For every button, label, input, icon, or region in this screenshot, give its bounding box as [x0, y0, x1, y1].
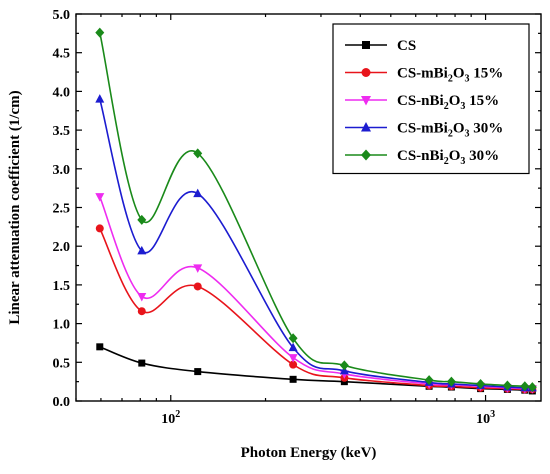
legend-marker: [361, 122, 371, 132]
data-point: [95, 94, 105, 103]
x-tick-label: 102: [161, 409, 180, 427]
data-point: [137, 293, 147, 302]
data-point: [193, 282, 202, 291]
legend-marker: [361, 149, 371, 161]
y-tick-label: 4.5: [53, 47, 71, 62]
data-point: [502, 380, 512, 391]
legend-label: CS-nBi2O3 30%: [397, 148, 499, 167]
y-tick-label: 0.0: [53, 395, 71, 410]
x-axis-title: Photon Energy (keV): [241, 445, 377, 461]
data-point: [95, 193, 105, 202]
legend-marker: [362, 41, 370, 49]
data-point: [527, 382, 537, 393]
data-point: [446, 376, 456, 387]
data-point: [288, 354, 298, 363]
y-tick-label: 4.0: [53, 85, 71, 100]
data-point: [339, 360, 349, 371]
data-point: [289, 375, 297, 383]
y-tick-label: 1.0: [53, 318, 71, 333]
data-point: [137, 245, 147, 255]
data-point: [424, 375, 434, 386]
legend-label: CS: [397, 38, 416, 54]
data-point: [476, 378, 486, 389]
axes: 0.0 0.5 1.0 1.5 2.0 2.5 3.0 3.5 4.0 4.5 5.0 102 103: [53, 8, 542, 427]
data-point: [288, 342, 298, 352]
y-tick-label: 3.0: [53, 163, 71, 178]
data-point: [520, 381, 530, 392]
y-tick-label: 1.5: [53, 279, 71, 294]
y-tick-label: 0.5: [53, 356, 71, 371]
data-point: [288, 333, 298, 344]
legend-marker: [361, 68, 371, 77]
data-point: [137, 307, 146, 316]
data-point: [95, 27, 105, 38]
y-axis-title: Linear attenuation coefficient (1/cm): [7, 90, 23, 324]
data-point: [96, 343, 104, 351]
y-tick-label: 2.0: [53, 240, 71, 255]
legend-label: CS-mBi2O3 30%: [397, 121, 503, 140]
series-line: [99, 228, 533, 391]
data-point: [193, 148, 203, 159]
x-tick-label: 103: [476, 409, 495, 427]
data-point: [193, 264, 203, 273]
data-point: [289, 360, 298, 369]
legend-marker: [361, 96, 371, 106]
series-layer: [95, 27, 537, 395]
data-point: [194, 368, 202, 376]
legend-label: CS-nBi2O3 15%: [397, 93, 499, 112]
legend-label: CS-mBi2O3 15%: [397, 66, 503, 85]
data-point: [95, 224, 104, 233]
data-point: [138, 359, 146, 367]
data-point: [193, 188, 203, 198]
y-tick-label: 5.0: [53, 8, 71, 23]
legend: CS CS-mBi2O3 15% CS-nBi2O3 15% CS-mBi2O3 30…: [332, 23, 530, 175]
data-point: [137, 214, 147, 225]
y-tick-label: 2.5: [53, 202, 71, 217]
y-tick-label: 3.5: [53, 124, 71, 139]
